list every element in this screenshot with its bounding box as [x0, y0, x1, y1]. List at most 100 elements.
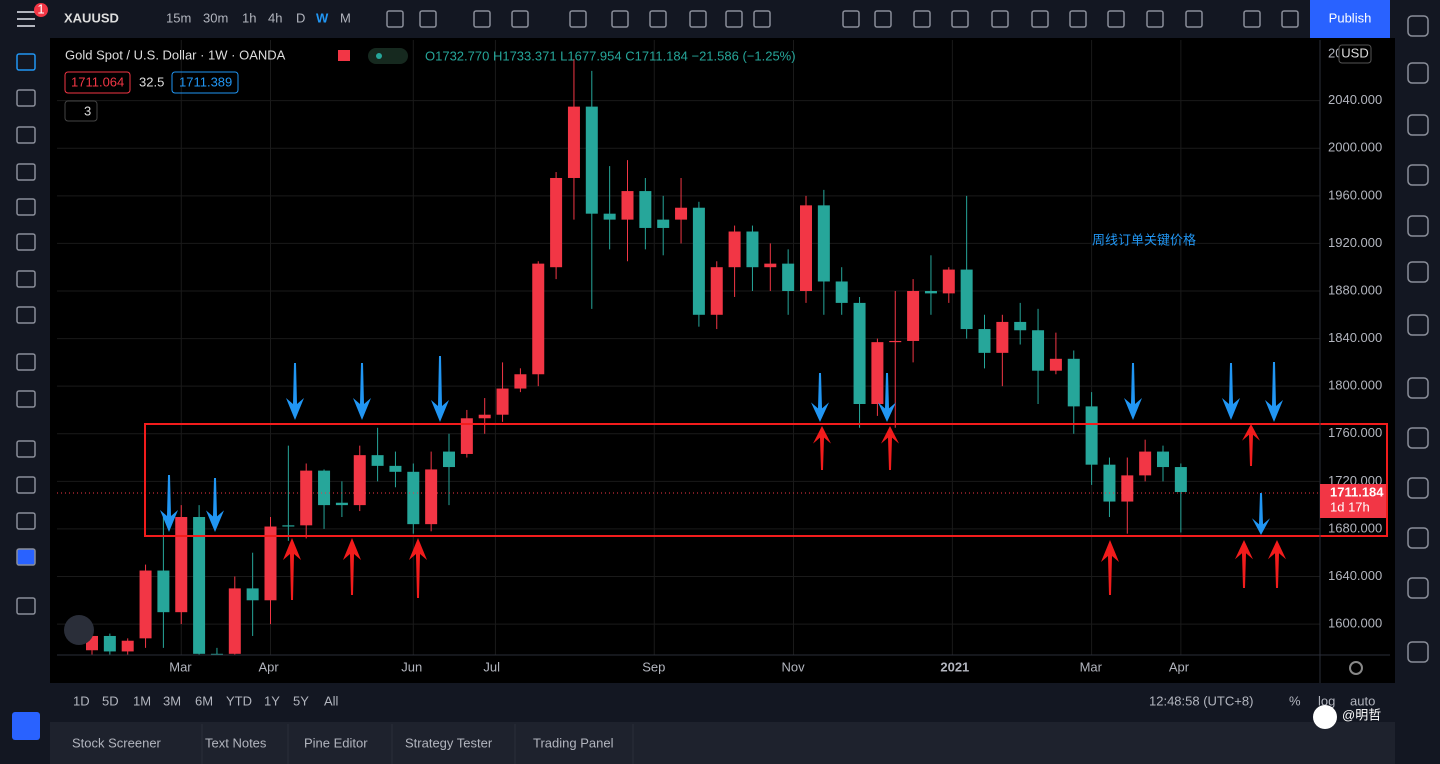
drawing-tool[interactable]: [16, 440, 36, 458]
y-tick-label: 1920.000: [1328, 235, 1382, 250]
drawing-tool[interactable]: [16, 390, 36, 408]
tool-icon[interactable]: [569, 10, 587, 28]
watermark-logo: [1313, 705, 1337, 729]
settings-icon[interactable]: [1349, 661, 1363, 675]
side-icon[interactable]: [1407, 62, 1429, 84]
drawing-tool[interactable]: [16, 306, 36, 324]
publish-button[interactable]: [1310, 0, 1390, 38]
tool-icon[interactable]: [511, 10, 529, 28]
drawing-tool[interactable]: [16, 476, 36, 494]
range-button[interactable]: 5D: [102, 693, 119, 708]
publish[interactable]: Publish: [1329, 10, 1372, 25]
candle-body: [996, 321, 1009, 353]
side-icon[interactable]: [1407, 641, 1429, 663]
favorite[interactable]: [12, 712, 40, 740]
drawing-tool[interactable]: [16, 353, 36, 371]
side-icon[interactable]: [1407, 477, 1429, 499]
tool-icon[interactable]: [1243, 10, 1261, 28]
tool-icon[interactable]: [1146, 10, 1164, 28]
side-icon[interactable]: [1407, 377, 1429, 399]
tool-icon[interactable]: [874, 10, 892, 28]
tool-icon[interactable]: [1031, 10, 1049, 28]
side-icon[interactable]: [1407, 577, 1429, 599]
menu-icon[interactable]: [17, 18, 35, 20]
tool-icon[interactable]: [1107, 10, 1125, 28]
interval[interactable]: 1h: [242, 10, 256, 25]
drawing-tool[interactable]: [16, 89, 36, 107]
interval[interactable]: 30m: [203, 10, 228, 25]
drawing-tool[interactable]: [16, 198, 36, 216]
arrow: [881, 426, 899, 470]
log[interactable]: log: [1318, 693, 1335, 708]
y-tick-label: 1880.000: [1328, 282, 1382, 297]
drawing-tool[interactable]: [16, 512, 36, 530]
left-bar: [0, 38, 50, 764]
range-button[interactable]: 3M: [163, 693, 181, 708]
arrow: [811, 373, 829, 422]
side-icon[interactable]: [1407, 15, 1429, 37]
tool-icon[interactable]: [913, 10, 931, 28]
right-bar: [1395, 0, 1440, 764]
range-button[interactable]: 5Y: [293, 693, 309, 708]
menu-icon[interactable]: [17, 11, 35, 13]
tool-icon[interactable]: [991, 10, 1009, 28]
interval[interactable]: M: [340, 10, 351, 25]
side-icon[interactable]: [1407, 261, 1429, 283]
y-tick-label: 2040.000: [1328, 92, 1382, 107]
tool-icon[interactable]: [951, 10, 969, 28]
tool-icon[interactable]: [725, 10, 743, 28]
side-icon[interactable]: [1407, 527, 1429, 549]
drawing-tool[interactable]: [16, 597, 36, 615]
tool-icon[interactable]: [649, 10, 667, 28]
menu-icon[interactable]: [17, 25, 35, 27]
candle-body: [335, 502, 348, 506]
tab[interactable]: Strategy Tester: [405, 735, 493, 750]
side-icon[interactable]: [1407, 427, 1429, 449]
symbol[interactable]: XAUUSD: [64, 10, 119, 25]
tool-icon[interactable]: [473, 10, 491, 28]
tab[interactable]: Trading Panel: [533, 735, 614, 750]
side-icon[interactable]: [1407, 314, 1429, 336]
percent[interactable]: %: [1289, 693, 1301, 708]
tool-icon[interactable]: [753, 10, 771, 28]
tool-icon[interactable]: [611, 10, 629, 28]
interval[interactable]: W: [316, 10, 329, 25]
tab[interactable]: Pine Editor: [304, 735, 368, 750]
interval[interactable]: 15m: [166, 10, 191, 25]
range-button[interactable]: 1D: [73, 693, 90, 708]
drawing-tool[interactable]: [16, 53, 36, 71]
range-button[interactable]: All: [324, 693, 339, 708]
side-icon[interactable]: [1407, 164, 1429, 186]
range-button[interactable]: 1Y: [264, 693, 280, 708]
drawing-tool[interactable]: [16, 126, 36, 144]
drawing-tool[interactable]: [16, 163, 36, 181]
zone-box: [144, 423, 1388, 537]
tab[interactable]: Stock Screener: [72, 735, 162, 750]
tool-icon[interactable]: [386, 10, 404, 28]
drawing-tool[interactable]: [16, 548, 36, 566]
arrow: [878, 373, 896, 422]
range-button[interactable]: YTD: [226, 693, 252, 708]
range-button[interactable]: 1M: [133, 693, 151, 708]
auto[interactable]: auto: [1350, 693, 1375, 708]
collapse-box[interactable]: [64, 100, 98, 122]
side-icon[interactable]: [1407, 114, 1429, 136]
tab[interactable]: Text Notes: [205, 735, 267, 750]
tool-icon[interactable]: [1185, 10, 1203, 28]
range-button[interactable]: 6M: [195, 693, 213, 708]
tool-icon[interactable]: [842, 10, 860, 28]
tool-icon[interactable]: [689, 10, 707, 28]
drawing-tool[interactable]: [16, 270, 36, 288]
tool-icon[interactable]: [419, 10, 437, 28]
candle-body: [710, 267, 723, 315]
side-icon[interactable]: [1407, 215, 1429, 237]
y-tick-label: 1840.000: [1328, 330, 1382, 345]
tool-icon[interactable]: [1281, 10, 1299, 28]
interval[interactable]: 4h: [268, 10, 282, 25]
candle-body: [907, 290, 920, 341]
interval[interactable]: D: [296, 10, 305, 25]
drawing-tool[interactable]: [16, 233, 36, 251]
tool-icon[interactable]: [1069, 10, 1087, 28]
